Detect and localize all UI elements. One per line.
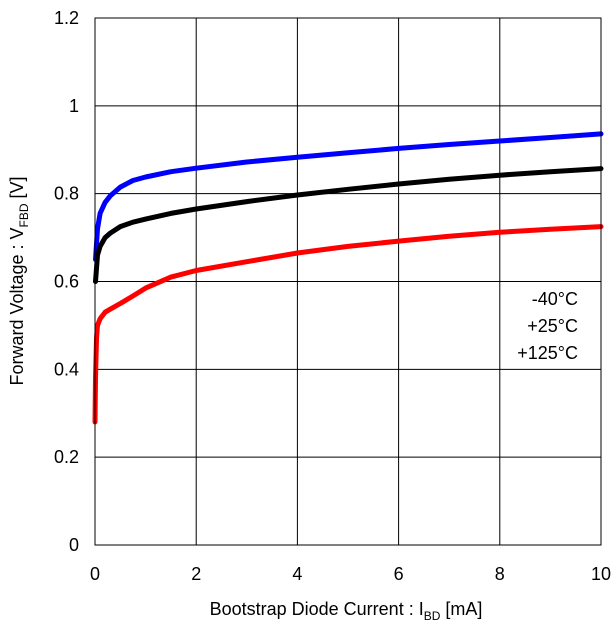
y-tick-label: 0.4 [54,359,79,379]
legend-entry: -40°C [532,289,578,309]
y-tick-label: 1.2 [54,8,79,28]
chart-legend: -40°C +25°C +125°C [517,289,578,363]
x-axis-title: Bootstrap Diode Current : IBD [mA] [210,599,483,623]
y-tick-label: 0.8 [54,184,79,204]
x-tick-label: 2 [191,564,201,584]
y-axis-title: Forward Voltage : VFBD [V] [7,176,31,385]
series-line [93,131,604,262]
plot-area-frame [94,17,602,546]
y-axis-ticks: 0 0.2 0.4 0.6 0.8 1 1.2 [54,8,79,555]
series-line [93,166,604,284]
chart-grid [94,17,602,546]
series-line [92,224,604,425]
chart-series-group [92,131,604,425]
x-tick-label: 0 [90,564,100,584]
x-tick-label: 4 [292,564,302,584]
legend-entry: +25°C [527,316,578,336]
x-tick-label: 10 [591,564,611,584]
legend-entry: +125°C [517,343,578,363]
x-axis-ticks: 0 2 4 6 8 10 [90,564,611,584]
y-tick-label: 0.6 [54,272,79,292]
x-tick-label: 8 [495,564,505,584]
y-tick-label: 0 [69,535,79,555]
y-tick-label: 0.2 [54,447,79,467]
y-tick-label: 1 [69,96,79,116]
x-tick-label: 6 [394,564,404,584]
